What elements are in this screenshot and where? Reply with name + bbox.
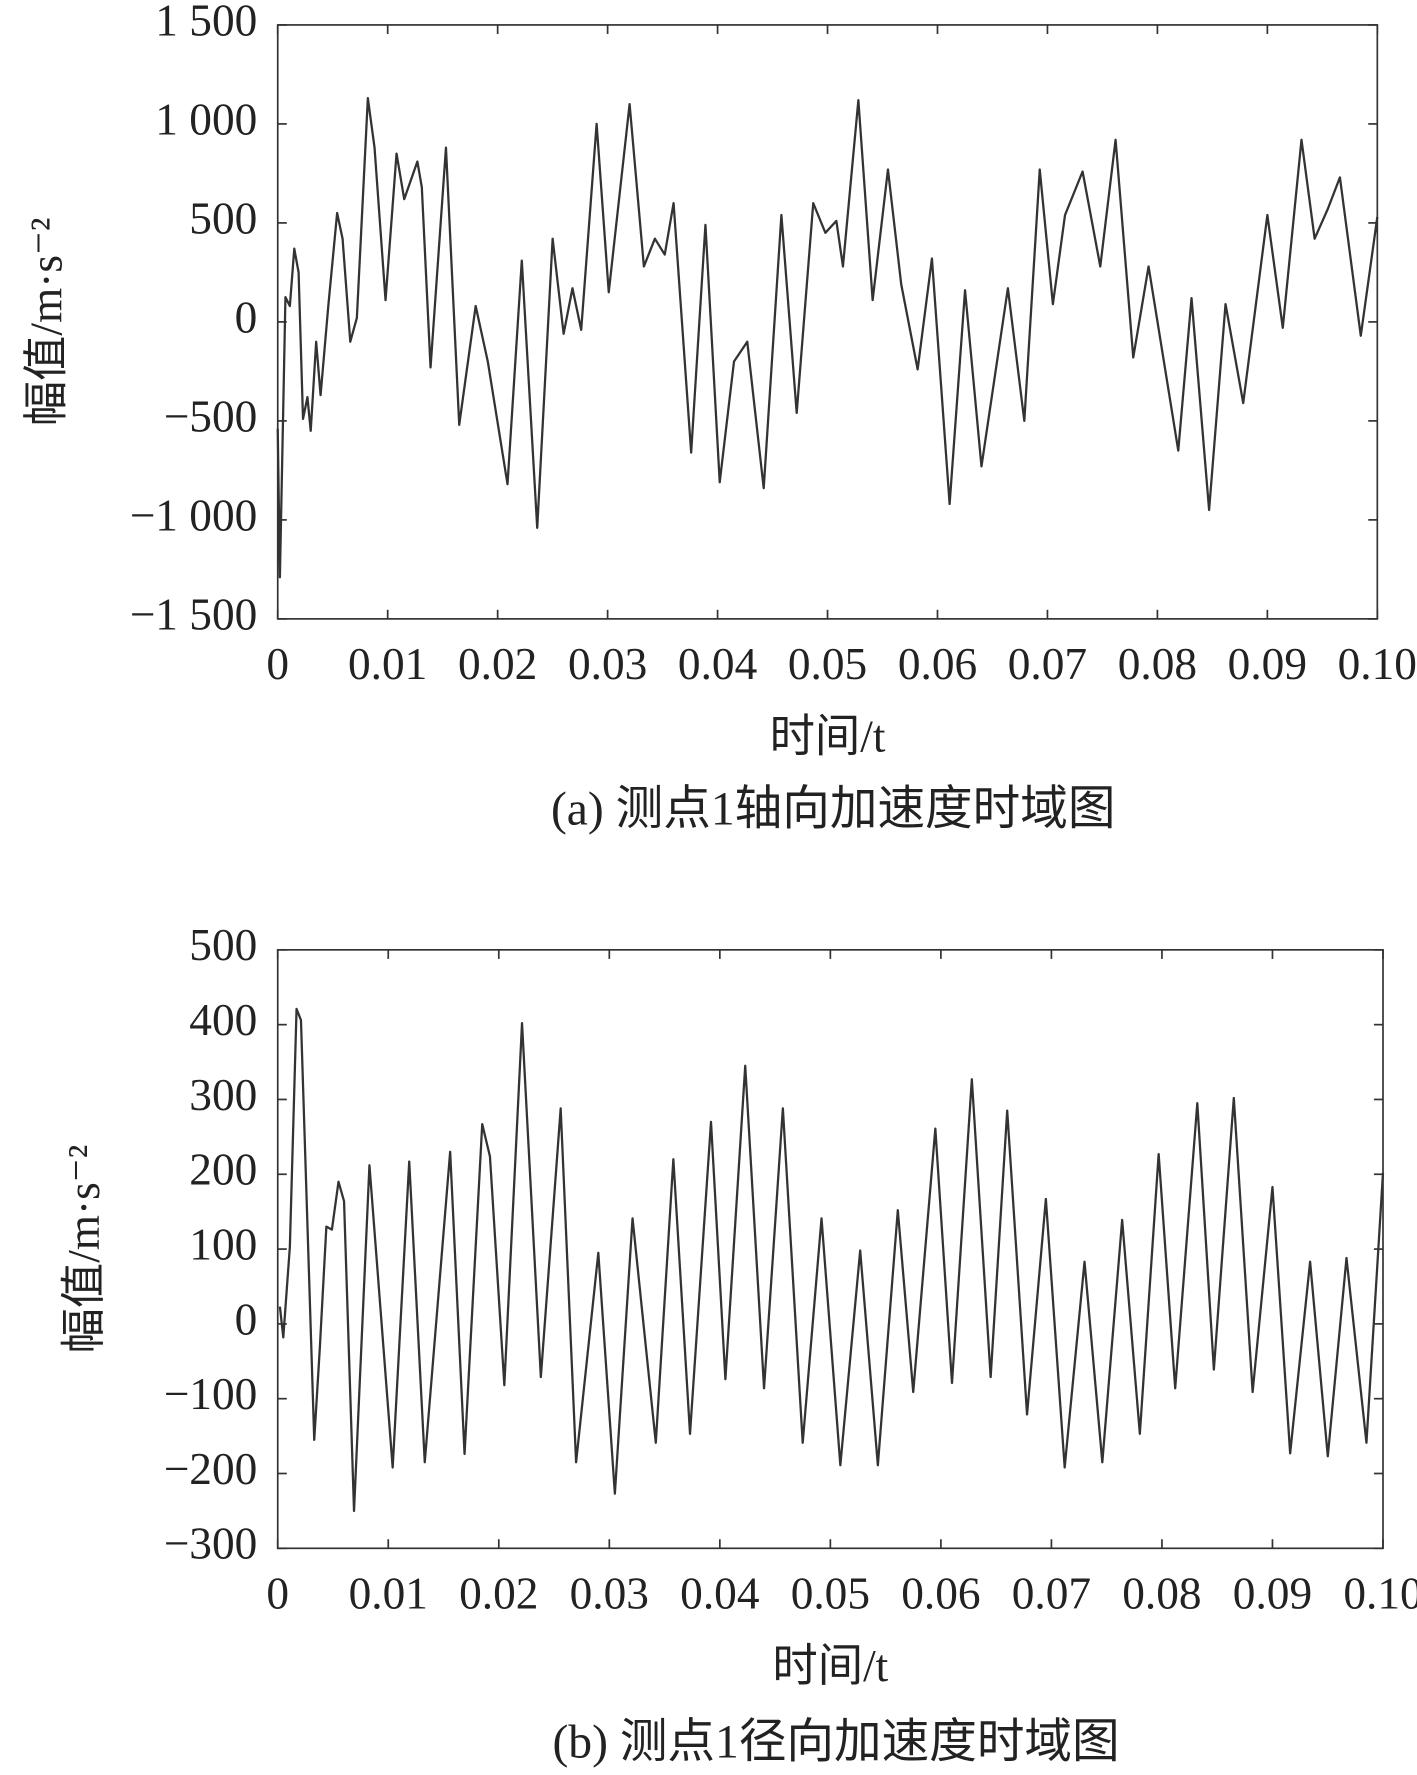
y-tick-label: −1 000	[130, 490, 258, 540]
y-tick-label: 0	[235, 1294, 258, 1344]
x-tick-label: 0.10	[1343, 1569, 1417, 1619]
x-tick-label: 0.05	[788, 639, 867, 689]
y-axis-label: 幅值/m·s⁻²	[21, 218, 71, 427]
x-tick-label: 0.10	[1338, 639, 1417, 689]
x-axis-label: 时间/t	[770, 712, 886, 762]
x-axis-label: 时间/t	[772, 1641, 888, 1691]
y-tick-label: 1 000	[155, 94, 257, 144]
y-tick-label: 300	[189, 1070, 257, 1120]
y-tick-label: −300	[164, 1519, 258, 1569]
caption: (a) 测点1轴向加速度时域图	[551, 784, 1116, 836]
data-line	[276, 97, 1379, 579]
y-tick-label: 500	[189, 193, 257, 243]
x-tick-label: 0.01	[348, 639, 427, 689]
y-tick-label: −100	[164, 1369, 258, 1419]
x-tick-label: 0.04	[678, 639, 757, 689]
caption: (b) 测点1径向加速度时域图	[552, 1717, 1119, 1769]
x-tick-label: 0.02	[459, 1569, 538, 1619]
y-tick-label: −500	[164, 391, 258, 441]
y-tick-label: 400	[189, 995, 257, 1045]
x-tick-label: 0.07	[1012, 1569, 1091, 1619]
x-tick-label: 0.07	[1008, 639, 1087, 689]
y-tick-label: −1 500	[130, 589, 258, 639]
y-tick-label: 100	[189, 1219, 257, 1269]
x-tick-label: 0	[266, 1569, 289, 1619]
x-tick-label: 0	[266, 639, 289, 689]
x-tick-label: 0.06	[901, 1569, 980, 1619]
y-axis-label: 幅值/m·s⁻²	[59, 1145, 109, 1354]
data-line	[278, 1007, 1385, 1513]
y-tick-label: −200	[164, 1444, 258, 1494]
x-tick-label: 0.08	[1118, 639, 1197, 689]
plot-frame	[276, 24, 1379, 620]
x-tick-label: 0.03	[570, 1569, 649, 1619]
y-tick-label: 500	[189, 920, 257, 970]
x-tick-label: 0.06	[898, 639, 977, 689]
x-tick-label: 0.08	[1122, 1569, 1201, 1619]
x-tick-label: 0.02	[458, 639, 537, 689]
x-tick-label: 0.04	[680, 1569, 759, 1619]
x-tick-label: 0.01	[349, 1569, 428, 1619]
x-tick-label: 0.03	[568, 639, 647, 689]
x-tick-label: 0.09	[1228, 639, 1307, 689]
x-tick-label: 0.09	[1233, 1569, 1312, 1619]
plot-frame	[276, 948, 1384, 1550]
y-tick-label: 0	[235, 292, 258, 342]
y-tick-label: 1 500	[155, 0, 257, 45]
x-tick-label: 0.05	[791, 1569, 870, 1619]
y-tick-label: 200	[189, 1145, 257, 1195]
